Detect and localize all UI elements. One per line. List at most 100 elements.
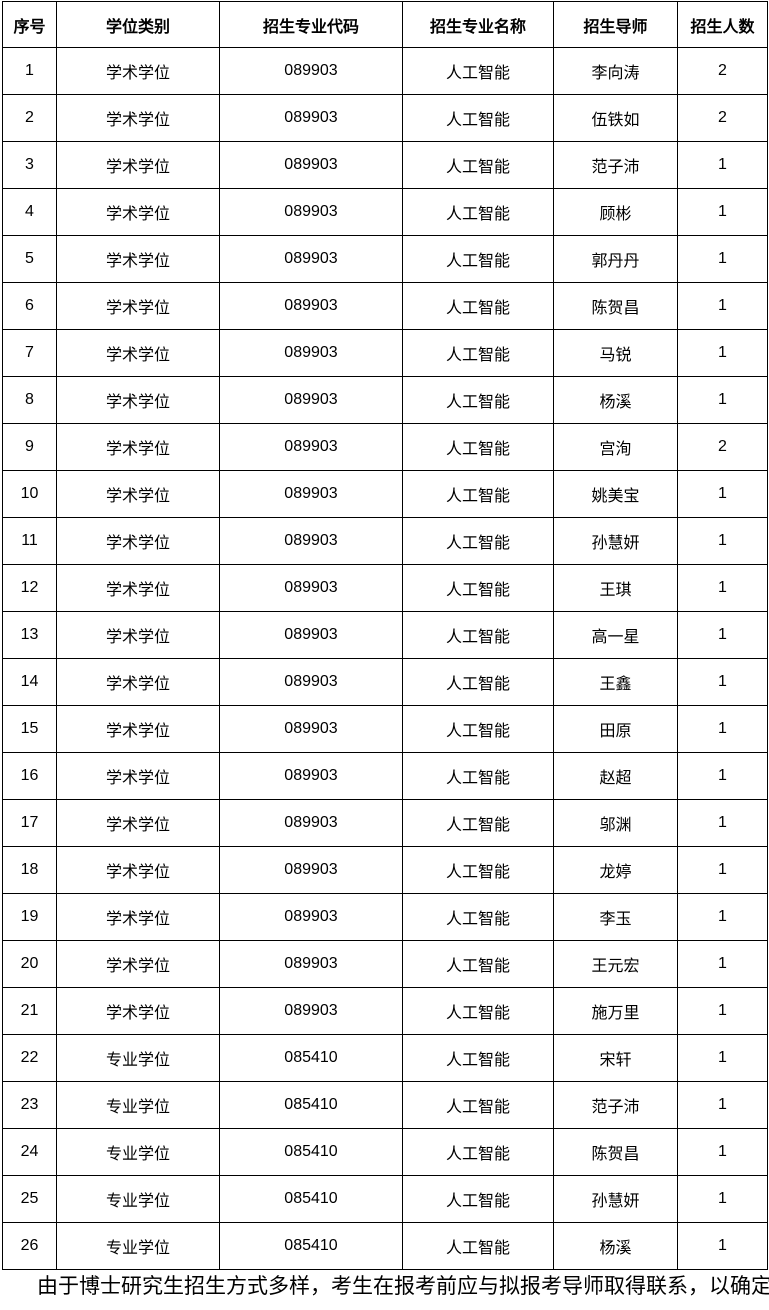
table-row: 4 学术学位 089903 人工智能 顾彬 1 <box>2 188 768 236</box>
cell-major-name: 人工智能 <box>402 893 554 941</box>
cell-supervisor: 王元宏 <box>553 940 678 988</box>
column-header-degree-type: 学位类别 <box>56 1 220 48</box>
cell-degree-type: 学术学位 <box>56 188 220 236</box>
cell-degree-type: 学术学位 <box>56 752 220 800</box>
cell-degree-type: 学术学位 <box>56 611 220 659</box>
table-row: 16 学术学位 089903 人工智能 赵超 1 <box>2 752 768 800</box>
cell-quota: 1 <box>677 329 768 377</box>
column-header-major-code: 招生专业代码 <box>219 1 403 48</box>
cell-supervisor: 龙婷 <box>553 846 678 894</box>
cell-supervisor: 王琪 <box>553 564 678 612</box>
cell-major-code: 089903 <box>219 470 403 518</box>
cell-major-name: 人工智能 <box>402 470 554 518</box>
cell-major-name: 人工智能 <box>402 1128 554 1176</box>
table-row: 7 学术学位 089903 人工智能 马锐 1 <box>2 329 768 377</box>
cell-seq: 1 <box>2 47 57 95</box>
cell-seq: 17 <box>2 799 57 847</box>
cell-degree-type: 学术学位 <box>56 658 220 706</box>
cell-degree-type: 学术学位 <box>56 376 220 424</box>
table-row: 24 专业学位 085410 人工智能 陈贺昌 1 <box>2 1128 768 1176</box>
table-row: 9 学术学位 089903 人工智能 宫洵 2 <box>2 423 768 471</box>
cell-supervisor: 李向涛 <box>553 47 678 95</box>
table-row: 2 学术学位 089903 人工智能 伍铁如 2 <box>2 94 768 142</box>
cell-major-code: 089903 <box>219 517 403 565</box>
cell-seq: 9 <box>2 423 57 471</box>
table-row: 22 专业学位 085410 人工智能 宋轩 1 <box>2 1034 768 1082</box>
cell-major-name: 人工智能 <box>402 611 554 659</box>
cell-major-code: 089903 <box>219 329 403 377</box>
cell-degree-type: 学术学位 <box>56 235 220 283</box>
cell-major-name: 人工智能 <box>402 235 554 283</box>
table-row: 15 学术学位 089903 人工智能 田原 1 <box>2 705 768 753</box>
column-header-seq: 序号 <box>2 1 57 48</box>
cell-degree-type: 学术学位 <box>56 282 220 330</box>
cell-quota: 1 <box>677 846 768 894</box>
cell-major-name: 人工智能 <box>402 188 554 236</box>
cell-quota: 2 <box>677 423 768 471</box>
admissions-table: 序号 学位类别 招生专业代码 招生专业名称 招生导师 招生人数 1 学术学位 089… <box>2 1 768 1270</box>
cell-quota: 1 <box>677 1081 768 1129</box>
cell-major-code: 089903 <box>219 658 403 706</box>
cell-seq: 22 <box>2 1034 57 1082</box>
cell-major-code: 085410 <box>219 1081 403 1129</box>
cell-seq: 7 <box>2 329 57 377</box>
cell-major-name: 人工智能 <box>402 1034 554 1082</box>
cell-seq: 3 <box>2 141 57 189</box>
cell-major-name: 人工智能 <box>402 799 554 847</box>
cell-major-name: 人工智能 <box>402 564 554 612</box>
cell-degree-type: 学术学位 <box>56 940 220 988</box>
cell-supervisor: 王鑫 <box>553 658 678 706</box>
cell-quota: 1 <box>677 282 768 330</box>
cell-major-code: 089903 <box>219 423 403 471</box>
cell-seq: 26 <box>2 1222 57 1270</box>
cell-supervisor: 田原 <box>553 705 678 753</box>
cell-degree-type: 学术学位 <box>56 329 220 377</box>
cell-quota: 1 <box>677 1175 768 1223</box>
cell-major-name: 人工智能 <box>402 1222 554 1270</box>
cell-major-code: 089903 <box>219 940 403 988</box>
table-row: 18 学术学位 089903 人工智能 龙婷 1 <box>2 846 768 894</box>
cell-major-name: 人工智能 <box>402 658 554 706</box>
table-row: 1 学术学位 089903 人工智能 李向涛 2 <box>2 47 768 95</box>
table-row: 19 学术学位 089903 人工智能 李玉 1 <box>2 893 768 941</box>
cell-degree-type: 专业学位 <box>56 1034 220 1082</box>
table-row: 21 学术学位 089903 人工智能 施万里 1 <box>2 987 768 1035</box>
cell-seq: 13 <box>2 611 57 659</box>
cell-major-name: 人工智能 <box>402 1175 554 1223</box>
cell-seq: 15 <box>2 705 57 753</box>
table-row: 23 专业学位 085410 人工智能 范子沛 1 <box>2 1081 768 1129</box>
cell-quota: 2 <box>677 47 768 95</box>
cell-major-code: 089903 <box>219 94 403 142</box>
cell-degree-type: 学术学位 <box>56 47 220 95</box>
cell-major-name: 人工智能 <box>402 94 554 142</box>
cell-major-name: 人工智能 <box>402 282 554 330</box>
cell-degree-type: 学术学位 <box>56 893 220 941</box>
cell-major-code: 089903 <box>219 987 403 1035</box>
cell-major-code: 089903 <box>219 893 403 941</box>
cell-major-name: 人工智能 <box>402 987 554 1035</box>
cell-supervisor: 陈贺昌 <box>553 1128 678 1176</box>
cell-supervisor: 杨溪 <box>553 376 678 424</box>
cell-seq: 23 <box>2 1081 57 1129</box>
cell-supervisor: 邬渊 <box>553 799 678 847</box>
cell-supervisor: 宫洵 <box>553 423 678 471</box>
cell-major-name: 人工智能 <box>402 329 554 377</box>
cell-degree-type: 学术学位 <box>56 987 220 1035</box>
cell-major-code: 089903 <box>219 611 403 659</box>
cell-supervisor: 孙慧妍 <box>553 1175 678 1223</box>
cell-quota: 2 <box>677 94 768 142</box>
cell-degree-type: 学术学位 <box>56 423 220 471</box>
cell-degree-type: 专业学位 <box>56 1081 220 1129</box>
cell-supervisor: 伍铁如 <box>553 94 678 142</box>
table-row: 13 学术学位 089903 人工智能 高一星 1 <box>2 611 768 659</box>
cell-major-code: 089903 <box>219 376 403 424</box>
cell-quota: 1 <box>677 940 768 988</box>
cell-quota: 1 <box>677 1034 768 1082</box>
cell-supervisor: 顾彬 <box>553 188 678 236</box>
cell-degree-type: 学术学位 <box>56 799 220 847</box>
cell-major-code: 089903 <box>219 47 403 95</box>
table-row: 20 学术学位 089903 人工智能 王元宏 1 <box>2 940 768 988</box>
cell-major-code: 089903 <box>219 141 403 189</box>
table-row: 12 学术学位 089903 人工智能 王琪 1 <box>2 564 768 612</box>
cell-degree-type: 学术学位 <box>56 94 220 142</box>
